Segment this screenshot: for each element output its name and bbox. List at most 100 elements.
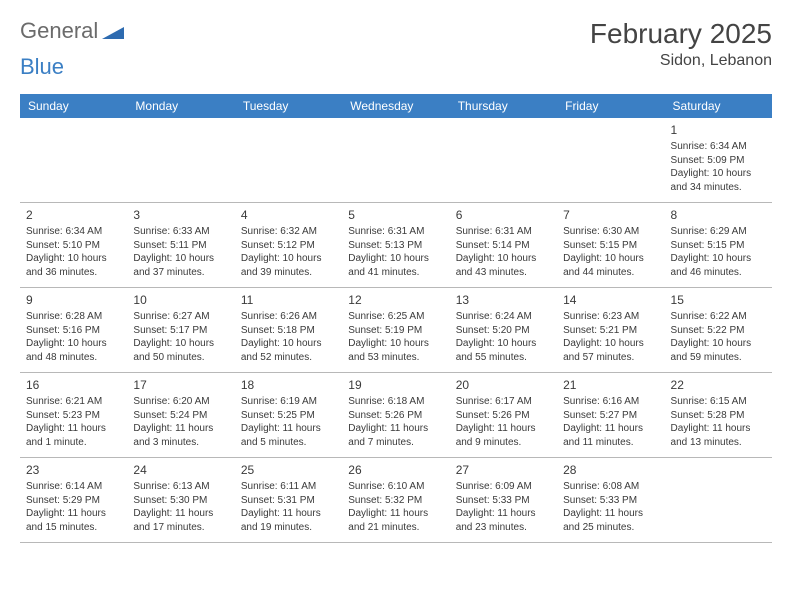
month-title: February 2025: [590, 18, 772, 50]
day-number: 9: [26, 292, 121, 308]
day-info-line: Daylight: 10 hours: [671, 252, 766, 266]
day-info-line: Daylight: 11 hours: [241, 507, 336, 521]
day-info-line: Sunset: 5:24 PM: [133, 409, 228, 423]
day-cell: 11Sunrise: 6:26 AMSunset: 5:18 PMDayligh…: [235, 288, 342, 372]
day-info-line: Sunset: 5:16 PM: [26, 324, 121, 338]
day-info-line: and 36 minutes.: [26, 266, 121, 280]
day-info-line: Daylight: 11 hours: [133, 507, 228, 521]
day-info-line: Sunrise: 6:22 AM: [671, 310, 766, 324]
day-info-line: and 43 minutes.: [456, 266, 551, 280]
week-row: 2Sunrise: 6:34 AMSunset: 5:10 PMDaylight…: [20, 203, 772, 288]
day-info-line: Sunrise: 6:24 AM: [456, 310, 551, 324]
day-info-line: Sunrise: 6:31 AM: [456, 225, 551, 239]
day-info-line: Sunrise: 6:16 AM: [563, 395, 658, 409]
weekday-header-row: SundayMondayTuesdayWednesdayThursdayFrid…: [20, 94, 772, 118]
day-info-line: Sunrise: 6:30 AM: [563, 225, 658, 239]
day-info-line: Daylight: 10 hours: [456, 337, 551, 351]
day-cell: 20Sunrise: 6:17 AMSunset: 5:26 PMDayligh…: [450, 373, 557, 457]
day-info-line: Sunset: 5:33 PM: [456, 494, 551, 508]
day-info-line: and 23 minutes.: [456, 521, 551, 535]
day-info-line: Daylight: 10 hours: [241, 252, 336, 266]
day-info-line: and 55 minutes.: [456, 351, 551, 365]
day-info-line: Daylight: 11 hours: [563, 422, 658, 436]
day-number: 28: [563, 462, 658, 478]
day-info-line: Sunset: 5:19 PM: [348, 324, 443, 338]
day-info-line: and 13 minutes.: [671, 436, 766, 450]
day-number: 14: [563, 292, 658, 308]
day-info-line: Sunset: 5:33 PM: [563, 494, 658, 508]
day-info-line: Sunrise: 6:20 AM: [133, 395, 228, 409]
day-number: 10: [133, 292, 228, 308]
day-info-line: Daylight: 10 hours: [563, 252, 658, 266]
day-cell: 7Sunrise: 6:30 AMSunset: 5:15 PMDaylight…: [557, 203, 664, 287]
day-info-line: Sunset: 5:12 PM: [241, 239, 336, 253]
day-number: 21: [563, 377, 658, 393]
day-number: 19: [348, 377, 443, 393]
day-number: 12: [348, 292, 443, 308]
day-info-line: Sunrise: 6:31 AM: [348, 225, 443, 239]
day-info-line: and 9 minutes.: [456, 436, 551, 450]
logo-word-1: General: [20, 18, 98, 44]
day-info-line: and 11 minutes.: [563, 436, 658, 450]
day-info-line: Daylight: 10 hours: [133, 337, 228, 351]
day-info-line: Sunset: 5:13 PM: [348, 239, 443, 253]
day-info-line: Sunset: 5:26 PM: [456, 409, 551, 423]
day-cell: 28Sunrise: 6:08 AMSunset: 5:33 PMDayligh…: [557, 458, 664, 542]
day-info-line: Sunset: 5:23 PM: [26, 409, 121, 423]
weekday-header: Tuesday: [235, 94, 342, 118]
day-info-line: Sunrise: 6:32 AM: [241, 225, 336, 239]
day-cell: 27Sunrise: 6:09 AMSunset: 5:33 PMDayligh…: [450, 458, 557, 542]
day-info-line: and 48 minutes.: [26, 351, 121, 365]
day-info-line: Sunset: 5:09 PM: [671, 154, 766, 168]
day-cell: [665, 458, 772, 542]
week-row: 9Sunrise: 6:28 AMSunset: 5:16 PMDaylight…: [20, 288, 772, 373]
day-cell: 22Sunrise: 6:15 AMSunset: 5:28 PMDayligh…: [665, 373, 772, 457]
weekday-header: Sunday: [20, 94, 127, 118]
day-info-line: Sunset: 5:10 PM: [26, 239, 121, 253]
day-info-line: Daylight: 10 hours: [456, 252, 551, 266]
day-info-line: Sunrise: 6:34 AM: [26, 225, 121, 239]
day-info-line: Daylight: 11 hours: [456, 507, 551, 521]
day-cell: 25Sunrise: 6:11 AMSunset: 5:31 PMDayligh…: [235, 458, 342, 542]
weeks-container: 1 Sunrise: 6:34 AM Sunset: 5:09 PM Daylight…: [20, 118, 772, 543]
day-info-line: Sunset: 5:17 PM: [133, 324, 228, 338]
day-cell: [450, 118, 557, 202]
day-info-line: and 39 minutes.: [241, 266, 336, 280]
day-cell: 17Sunrise: 6:20 AMSunset: 5:24 PMDayligh…: [127, 373, 234, 457]
day-number: 1: [671, 122, 766, 138]
day-cell: 2Sunrise: 6:34 AMSunset: 5:10 PMDaylight…: [20, 203, 127, 287]
day-number: 25: [241, 462, 336, 478]
day-info-line: and 52 minutes.: [241, 351, 336, 365]
day-info-line: and 1 minute.: [26, 436, 121, 450]
calendar-page: General February 2025 Sidon, Lebanon Blu…: [0, 0, 792, 561]
day-info-line: Daylight: 11 hours: [241, 422, 336, 436]
day-info-line: Sunset: 5:29 PM: [26, 494, 121, 508]
day-number: 18: [241, 377, 336, 393]
day-cell: 1Sunrise: 6:34 AMSunset: 5:09 PMDaylight…: [665, 118, 772, 202]
weekday-header: Friday: [557, 94, 664, 118]
weekday-header: Saturday: [665, 94, 772, 118]
day-cell: 23Sunrise: 6:14 AMSunset: 5:29 PMDayligh…: [20, 458, 127, 542]
day-info-line: and 53 minutes.: [348, 351, 443, 365]
day-info-line: and 21 minutes.: [348, 521, 443, 535]
day-cell: 9Sunrise: 6:28 AMSunset: 5:16 PMDaylight…: [20, 288, 127, 372]
day-info-line: Sunrise: 6:27 AM: [133, 310, 228, 324]
day-cell: 12 Sunrise: 6:25 AMSunset: 5:19 PMDayligh…: [342, 288, 449, 372]
day-info-line: Daylight: 10 hours: [348, 337, 443, 351]
day-number: 8: [671, 207, 766, 223]
day-info-line: Daylight: 10 hours: [348, 252, 443, 266]
day-info-line: and 41 minutes.: [348, 266, 443, 280]
day-info-line: Sunrise: 6:25 AM: [348, 310, 443, 324]
day-info-line: Sunrise: 6:26 AM: [241, 310, 336, 324]
day-info-line: Daylight: 11 hours: [563, 507, 658, 521]
day-info-line: and 59 minutes.: [671, 351, 766, 365]
day-info-line: Sunrise: 6:13 AM: [133, 480, 228, 494]
day-info-line: Sunrise: 6:21 AM: [26, 395, 121, 409]
day-info-line: Sunset: 5:28 PM: [671, 409, 766, 423]
day-info-line: and 15 minutes.: [26, 521, 121, 535]
day-info-line: Sunrise: 6:11 AM: [241, 480, 336, 494]
day-info-line: and 19 minutes.: [241, 521, 336, 535]
day-info-line: and 46 minutes.: [671, 266, 766, 280]
day-info-line: Sunset: 5:22 PM: [671, 324, 766, 338]
day-info-line: and 5 minutes.: [241, 436, 336, 450]
